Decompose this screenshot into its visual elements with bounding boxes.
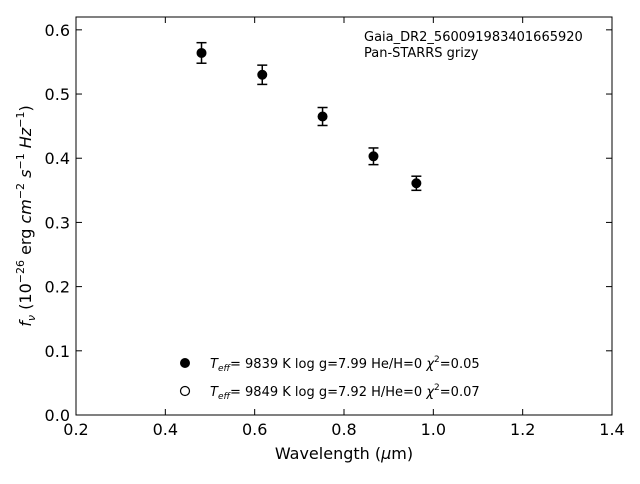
legend-marker-filled	[180, 358, 190, 368]
y-axis-label: fν (10−26 erg cm−2 s−1 Hz−1)	[14, 105, 38, 326]
annotation-line-1: Gaia_DR2_560091983401665920	[364, 30, 583, 45]
axis-ticks: 0.2 0.4 0.6 0.8 1.0 1.2 1.4 0.0 0.1 0.2 0.3 0.4 0.5 0…	[45, 17, 625, 439]
x-tick-label: 1.2	[510, 420, 535, 439]
x-tick-label: 0.8	[331, 420, 356, 439]
data-point	[411, 178, 422, 189]
annotation-line-2: Pan-STARRS grizy	[364, 46, 479, 61]
data-points	[196, 41, 422, 192]
y-tick-label: 0.1	[45, 342, 70, 361]
x-tick-label: 1.4	[599, 420, 624, 439]
legend-entry-1: Teff= 9839 K log g=7.99 He/H=0 χ2=0.05	[210, 355, 480, 374]
x-tick-label: 0.2	[63, 420, 88, 439]
data-point	[368, 151, 379, 162]
legend-entry-2: Teff= 9849 K log g=7.92 H/He=0 χ2=0.07	[210, 383, 480, 402]
data-point	[196, 47, 207, 58]
x-tick-label: 0.4	[153, 420, 178, 439]
legend-marker-open	[179, 385, 191, 397]
y-tick-label: 0.2	[45, 278, 70, 297]
y-tick-label: 0.5	[45, 85, 70, 104]
plot-frame	[75, 16, 613, 416]
y-tick-label: 0.4	[45, 149, 70, 168]
x-tick-label: 0.6	[242, 420, 267, 439]
data-point	[257, 69, 268, 80]
x-tick-label: 1.0	[421, 420, 446, 439]
legend: Teff= 9839 K log g=7.99 He/H=0 χ2=0.05 T…	[179, 355, 480, 402]
y-tick-label: 0.6	[45, 21, 70, 40]
y-tick-label: 0.0	[45, 406, 70, 425]
data-point	[317, 111, 328, 122]
x-axis-label: Wavelength (μm)	[275, 444, 413, 463]
y-tick-label: 0.3	[45, 213, 70, 232]
